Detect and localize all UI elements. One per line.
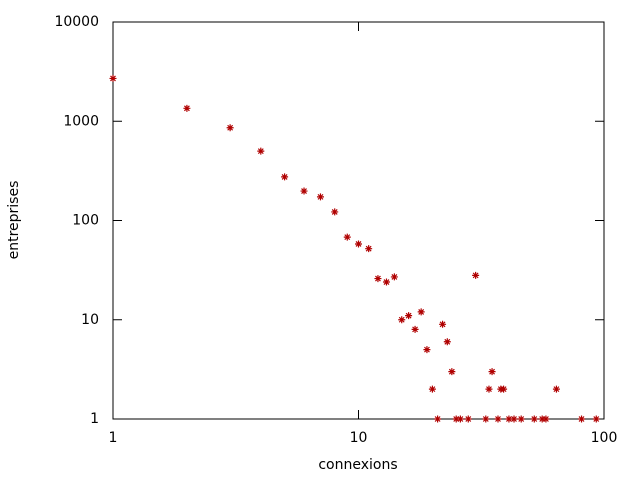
plot-frame xyxy=(112,21,605,420)
data-point xyxy=(538,415,546,423)
data-point xyxy=(542,415,550,423)
data-point xyxy=(500,385,508,393)
x-tick-label: 10 xyxy=(350,430,368,446)
data-point xyxy=(405,312,413,320)
data-point xyxy=(382,278,390,286)
data-point xyxy=(374,275,382,283)
y-tick-label: 10 xyxy=(81,312,99,328)
x-axis-label: connexions xyxy=(318,457,397,473)
y-tick-label: 1 xyxy=(90,411,99,427)
data-point xyxy=(226,124,234,132)
y-tick-label: 1000 xyxy=(63,113,99,129)
data-point xyxy=(428,385,436,393)
data-point xyxy=(423,346,431,354)
data-point xyxy=(355,240,362,248)
data-point xyxy=(443,338,451,346)
x-tick-label: 1 xyxy=(109,430,118,446)
data-point xyxy=(411,325,419,333)
data-point xyxy=(510,415,518,423)
y-axis-label: entreprises xyxy=(6,181,22,260)
y-tick-label: 10000 xyxy=(54,14,99,30)
data-point xyxy=(417,308,425,316)
data-point xyxy=(398,316,406,324)
data-point xyxy=(448,368,456,376)
data-point xyxy=(183,104,191,112)
data-point xyxy=(505,415,513,423)
data-point xyxy=(343,233,351,241)
data-point xyxy=(316,193,324,201)
data-point xyxy=(464,415,472,423)
data-point xyxy=(485,385,493,393)
data-point xyxy=(281,173,289,181)
data-point xyxy=(494,415,502,423)
data-point xyxy=(517,415,525,423)
data-point xyxy=(439,320,447,328)
x-tick-label: 100 xyxy=(591,430,618,446)
data-point xyxy=(452,415,460,423)
data-point xyxy=(109,74,117,82)
data-point xyxy=(592,415,600,423)
data-point xyxy=(390,273,398,281)
data-point xyxy=(434,415,442,423)
data-point xyxy=(552,385,560,393)
data-point xyxy=(488,368,496,376)
data-point xyxy=(365,245,373,253)
data-point xyxy=(331,208,339,216)
data-point xyxy=(578,415,586,423)
data-point xyxy=(257,147,265,155)
data-point xyxy=(472,271,480,279)
data-point xyxy=(530,415,538,423)
data-point xyxy=(456,415,464,423)
y-tick-label: 100 xyxy=(72,213,99,229)
data-point xyxy=(300,187,308,195)
data-point xyxy=(482,415,490,423)
